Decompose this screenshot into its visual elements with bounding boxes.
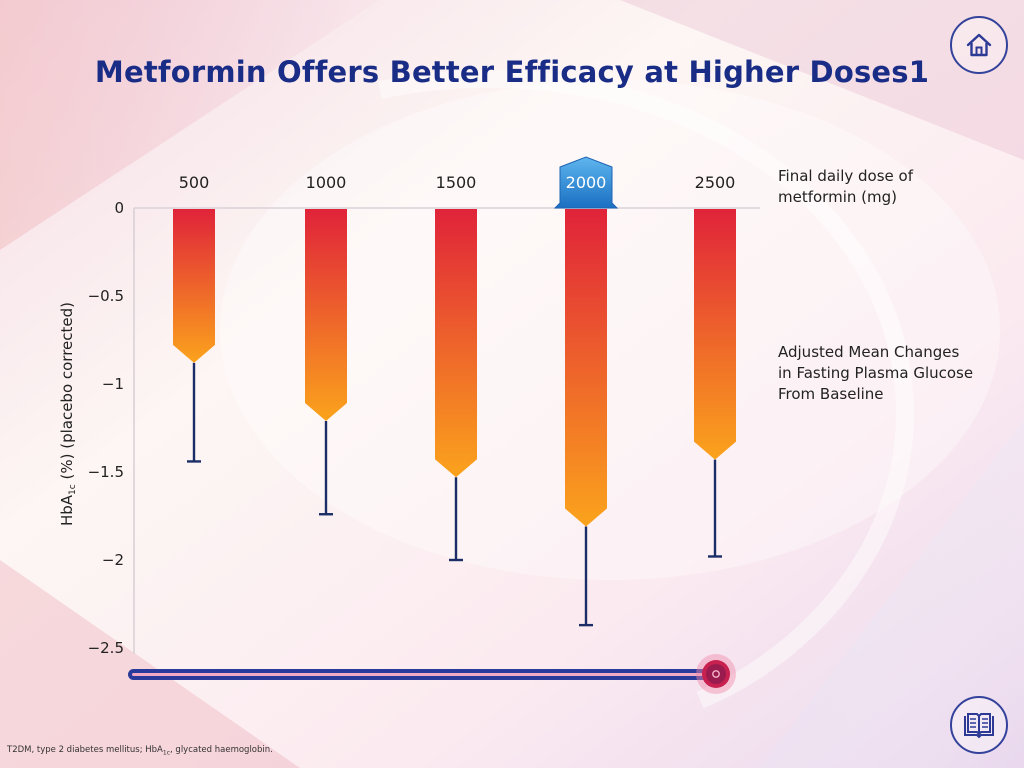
y-label-rest: (%) (placebo corrected): [58, 301, 76, 485]
home-button[interactable]: [950, 16, 1008, 74]
page-title: Metformin Offers Better Efficacy at High…: [94, 55, 930, 89]
bar-2000: [565, 209, 607, 527]
book-icon: [964, 713, 994, 739]
home-icon: [966, 33, 992, 57]
y-tick-label: −2: [102, 551, 124, 569]
y-tick-label: −0.5: [88, 287, 124, 305]
footnote-part-a: T2DM, type 2 diabetes mellitus; HbA: [7, 745, 163, 755]
category-label-1500: 1500: [436, 173, 477, 192]
bar-500: [173, 209, 215, 363]
slider-handle[interactable]: [694, 652, 738, 696]
dose-note-line-2: metformin (mg): [778, 188, 897, 206]
y-tick-label: −2.5: [88, 639, 124, 657]
category-label-500: 500: [179, 173, 210, 192]
bar-1000: [305, 209, 347, 421]
highlight-marker-2000[interactable]: [553, 156, 619, 209]
category-label-2500: 2500: [695, 173, 736, 192]
adjusted-note-line-1: Adjusted Mean Changes: [778, 343, 960, 361]
category-label-2000[interactable]: 2000: [566, 173, 607, 192]
adjusted-mean-note: Adjusted Mean Changes in Fasting Plasma …: [778, 342, 998, 405]
y-axis-label: HbA1c (%) (placebo corrected): [58, 299, 78, 529]
dose-slider[interactable]: [126, 665, 726, 685]
y-tick-label: −1: [102, 375, 124, 393]
y-label-main: HbA: [58, 494, 76, 527]
bar-2500: [694, 209, 736, 460]
footnote: T2DM, type 2 diabetes mellitus; HbA1c, g…: [7, 745, 273, 757]
references-button[interactable]: [950, 696, 1008, 754]
y-tick-label: −1.5: [88, 463, 124, 481]
dose-note-line-1: Final daily dose of: [778, 167, 913, 185]
footnote-sub: 1c: [162, 749, 171, 757]
category-label-1000: 1000: [306, 173, 347, 192]
bar-1500: [435, 209, 477, 478]
slider-track-inner: [132, 673, 712, 676]
y-label-sub: 1c: [68, 484, 78, 495]
y-tick-label: 0: [114, 199, 124, 217]
adjusted-note-line-2: in Fasting Plasma Glucose: [778, 364, 974, 382]
adjusted-note-line-3: From Baseline: [778, 385, 884, 403]
dose-axis-note: Final daily dose of metformin (mg): [778, 166, 978, 208]
footnote-part-b: , glycated haemoglobin.: [170, 745, 273, 755]
